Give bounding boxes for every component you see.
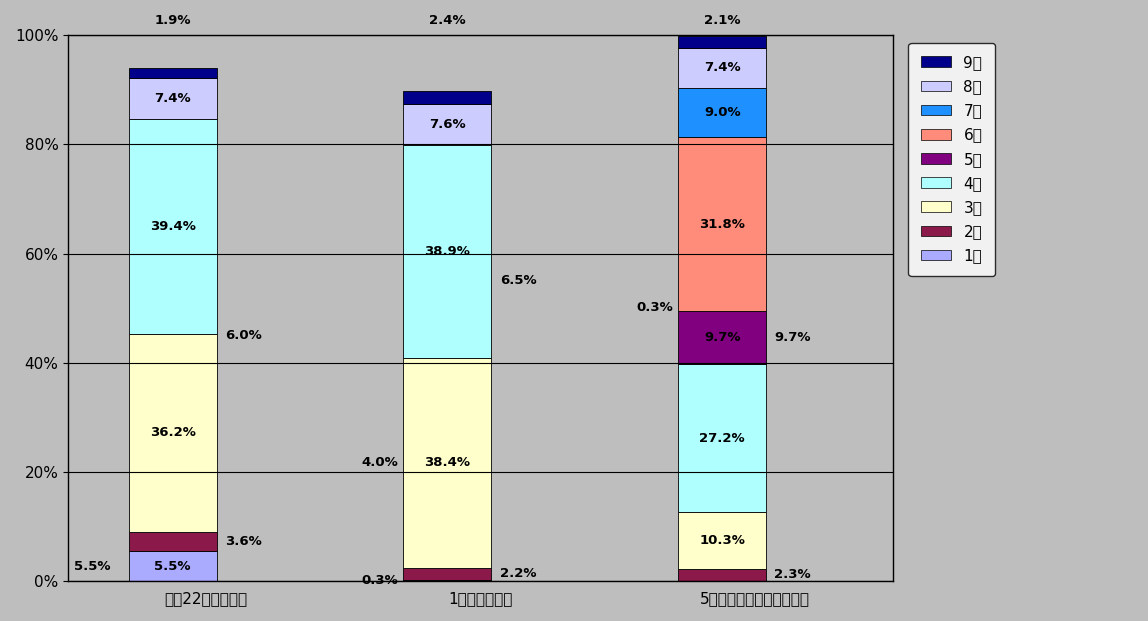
Text: 38.4%: 38.4% (425, 456, 471, 469)
Text: 2.4%: 2.4% (429, 14, 466, 27)
Bar (678, 311, 766, 364)
Bar (403, 91, 491, 104)
Bar (129, 551, 217, 581)
Text: 9.7%: 9.7% (775, 331, 810, 344)
Bar (129, 334, 217, 532)
Text: 3.6%: 3.6% (225, 535, 262, 548)
Text: 31.8%: 31.8% (699, 217, 745, 230)
Bar (678, 364, 766, 512)
Text: 7.6%: 7.6% (429, 118, 466, 131)
Bar (129, 119, 217, 334)
Bar (403, 358, 491, 568)
Text: 5.5%: 5.5% (154, 560, 191, 573)
Bar (678, 36, 766, 48)
Text: 4.0%: 4.0% (362, 456, 398, 469)
Text: 9.0%: 9.0% (704, 106, 740, 119)
Bar (678, 512, 766, 569)
Text: 27.2%: 27.2% (699, 432, 745, 445)
Legend: 9級, 8級, 7級, 6級, 5級, 4級, 3級, 2級, 1級: 9級, 8級, 7級, 6級, 5級, 4級, 3級, 2級, 1級 (908, 43, 994, 276)
Bar (129, 78, 217, 119)
Text: 2.3%: 2.3% (775, 568, 812, 581)
Bar (129, 532, 217, 551)
Text: 10.3%: 10.3% (699, 534, 745, 547)
Text: 7.4%: 7.4% (704, 61, 740, 75)
Text: 36.2%: 36.2% (149, 426, 195, 439)
Text: 0.3%: 0.3% (636, 301, 673, 314)
Bar (678, 88, 766, 137)
Text: 1.9%: 1.9% (154, 14, 191, 27)
Bar (403, 145, 491, 358)
Text: 6.5%: 6.5% (499, 274, 536, 288)
Text: 7.4%: 7.4% (154, 92, 191, 105)
Bar (129, 68, 217, 78)
Text: 6.0%: 6.0% (225, 329, 262, 342)
Bar (678, 569, 766, 581)
Text: 2.2%: 2.2% (499, 567, 536, 580)
Bar (678, 48, 766, 88)
Text: 5.5%: 5.5% (73, 560, 110, 573)
Bar (403, 568, 491, 579)
Text: 0.3%: 0.3% (362, 574, 398, 587)
Bar (403, 104, 491, 145)
Text: 39.4%: 39.4% (149, 220, 195, 233)
Text: 38.9%: 38.9% (425, 245, 471, 258)
Bar (403, 579, 491, 581)
Text: 9.7%: 9.7% (704, 331, 740, 344)
Text: 2.1%: 2.1% (704, 14, 740, 27)
Bar (678, 137, 766, 311)
